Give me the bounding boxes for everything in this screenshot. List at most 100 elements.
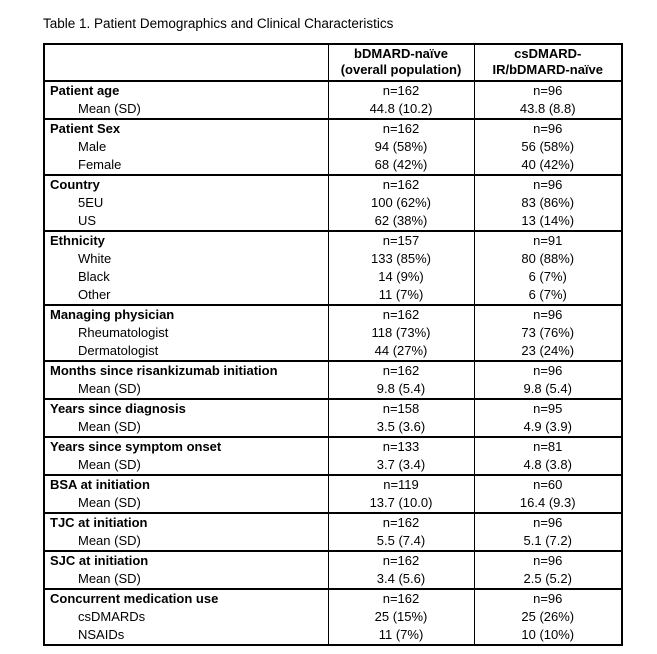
value-cell: 23 (24%) — [473, 342, 622, 361]
n-count-cell: n=162 — [327, 81, 474, 100]
value-cell: 11 (7%) — [327, 626, 474, 645]
table-row: 5EU 100 (62%) 83 (86%) — [44, 194, 622, 212]
value-cell: 118 (73%) — [327, 324, 474, 342]
table-row: TJC at initiation n=162 n=96 — [44, 513, 622, 532]
value-cell: 40 (42%) — [473, 156, 622, 175]
table-row: Female 68 (42%) 40 (42%) — [44, 156, 622, 175]
n-count-cell: n=96 — [473, 305, 622, 324]
table-row: Mean (SD) 5.5 (7.4) 5.1 (7.2) — [44, 532, 622, 551]
table-row: csDMARDs 25 (15%) 25 (26%) — [44, 608, 622, 626]
value-cell: 3.5 (3.6) — [327, 418, 474, 437]
page-title: Table 1. Patient Demographics and Clinic… — [43, 16, 394, 31]
table-section: Ethnicity n=157 n=91 White 133 (85%) 80 (88%)… — [44, 231, 622, 305]
row-sublabel-cell: Mean (SD) — [78, 101, 141, 116]
row-sublabel-cell: 5EU — [78, 195, 104, 210]
value-cell: 5.5 (7.4) — [327, 532, 474, 551]
row-category-cell: SJC at initiation — [50, 553, 149, 568]
n-count-cell: n=158 — [327, 399, 474, 418]
n-count-cell: n=96 — [473, 361, 622, 380]
value-cell: 44.8 (10.2) — [327, 100, 474, 119]
row-category-cell: Country — [50, 177, 100, 192]
table-row: Months since risankizumab initiation n=16… — [44, 361, 622, 380]
n-count-cell: n=96 — [473, 175, 622, 194]
row-sublabel-cell: Mean (SD) — [78, 571, 141, 586]
row-sublabel-cell: csDMARDs — [78, 609, 146, 624]
table-row: SJC at initiation n=162 n=96 — [44, 551, 622, 570]
table-section: SJC at initiation n=162 n=96 Mean (SD) 3.4 (… — [44, 551, 622, 589]
value-cell: 4.9 (3.9) — [473, 418, 622, 437]
table-section: Years since symptom onset n=133 n=81 Mean (… — [44, 437, 622, 475]
n-count-cell: n=157 — [327, 231, 474, 250]
row-category-cell: TJC at initiation — [50, 515, 148, 530]
n-count-cell: n=162 — [327, 589, 474, 608]
table-row: Country n=162 n=96 — [44, 175, 622, 194]
table-section: Concurrent medication use n=162 n=96 csDMAR… — [44, 589, 622, 645]
value-cell: 80 (88%) — [473, 250, 622, 268]
row-sublabel-cell: US — [78, 213, 97, 228]
table-section: Country n=162 n=96 5EU 100 (62%) 83 (86%) US 62… — [44, 175, 622, 231]
row-category-cell: BSA at initiation — [50, 477, 150, 492]
row-sublabel-cell: Other — [78, 287, 111, 302]
table-section: Months since risankizumab initiation n=16… — [44, 361, 622, 399]
table-row: Managing physician n=162 n=96 — [44, 305, 622, 324]
value-cell: 83 (86%) — [473, 194, 622, 212]
row-category-cell: Managing physician — [50, 307, 175, 322]
table-row: Dermatologist 44 (27%) 23 (24%) — [44, 342, 622, 361]
n-count-cell: n=96 — [473, 81, 622, 100]
row-sublabel-cell: Rheumatologist — [78, 325, 169, 340]
value-cell: 25 (15%) — [327, 608, 474, 626]
row-category-cell: Months since risankizumab initiation — [50, 363, 278, 378]
row-category-cell: Patient Sex — [50, 121, 121, 136]
row-sublabel-cell: Female — [78, 157, 122, 172]
row-category-cell: Years since symptom onset — [50, 439, 222, 454]
value-cell: 6 (7%) — [473, 268, 622, 286]
table-row: Mean (SD) 3.5 (3.6) 4.9 (3.9) — [44, 418, 622, 437]
n-count-cell: n=162 — [327, 513, 474, 532]
row-sublabel-cell: Mean (SD) — [78, 533, 141, 548]
value-cell: 13 (14%) — [473, 212, 622, 231]
n-count-cell: n=162 — [327, 551, 474, 570]
table-row: US 62 (38%) 13 (14%) — [44, 212, 622, 231]
table-row: Other 11 (7%) 6 (7%) — [44, 286, 622, 305]
table-row: Male 94 (58%) 56 (58%) — [44, 138, 622, 156]
value-cell: 9.8 (5.4) — [473, 380, 622, 399]
row-sublabel-cell: Dermatologist — [78, 343, 159, 358]
table-section: BSA at initiation n=119 n=60 Mean (SD) 13.7 … — [44, 475, 622, 513]
table-section: Patient Sex n=162 n=96 Male 94 (58%) 56 (58%)… — [44, 119, 622, 175]
row-category-cell: Patient age — [50, 83, 120, 98]
table-header: bDMARD-naïve (overall population) csDMAR… — [44, 44, 622, 82]
value-cell: 3.4 (5.6) — [327, 570, 474, 589]
table-row: Mean (SD) 13.7 (10.0) 16.4 (9.3) — [44, 494, 622, 513]
value-cell: 25 (26%) — [473, 608, 622, 626]
row-sublabel-cell: White — [78, 251, 112, 266]
n-count-cell: n=91 — [473, 231, 622, 250]
row-sublabel-cell: Male — [78, 139, 107, 154]
header-col-bdmard-line2: (overall population) — [340, 62, 462, 77]
row-category-cell: Years since diagnosis — [50, 401, 186, 416]
row-sublabel-cell: NSAIDs — [78, 627, 125, 642]
n-count-cell: n=119 — [327, 475, 474, 494]
header-empty-cell — [44, 44, 328, 82]
n-count-cell: n=81 — [473, 437, 622, 456]
value-cell: 10 (10%) — [473, 626, 622, 645]
value-cell: 14 (9%) — [327, 268, 474, 286]
value-cell: 43.8 (8.8) — [473, 100, 622, 119]
row-category-cell: Concurrent medication use — [50, 591, 219, 606]
n-count-cell: n=133 — [327, 437, 474, 456]
table-row: Years since symptom onset n=133 n=81 — [44, 437, 622, 456]
table-row: White 133 (85%) 80 (88%) — [44, 250, 622, 268]
table-row: BSA at initiation n=119 n=60 — [44, 475, 622, 494]
table-row: Patient age n=162 n=96 — [44, 81, 622, 100]
value-cell: 133 (85%) — [327, 250, 474, 268]
value-cell: 68 (42%) — [327, 156, 474, 175]
row-category-cell: Ethnicity — [50, 233, 105, 248]
table-row: Patient Sex n=162 n=96 — [44, 119, 622, 138]
n-count-cell: n=162 — [327, 119, 474, 138]
row-sublabel-cell: Mean (SD) — [78, 381, 141, 396]
value-cell: 6 (7%) — [473, 286, 622, 305]
row-sublabel-cell: Mean (SD) — [78, 495, 141, 510]
table-row: Years since diagnosis n=158 n=95 — [44, 399, 622, 418]
n-count-cell: n=96 — [473, 513, 622, 532]
n-count-cell: n=162 — [327, 305, 474, 324]
